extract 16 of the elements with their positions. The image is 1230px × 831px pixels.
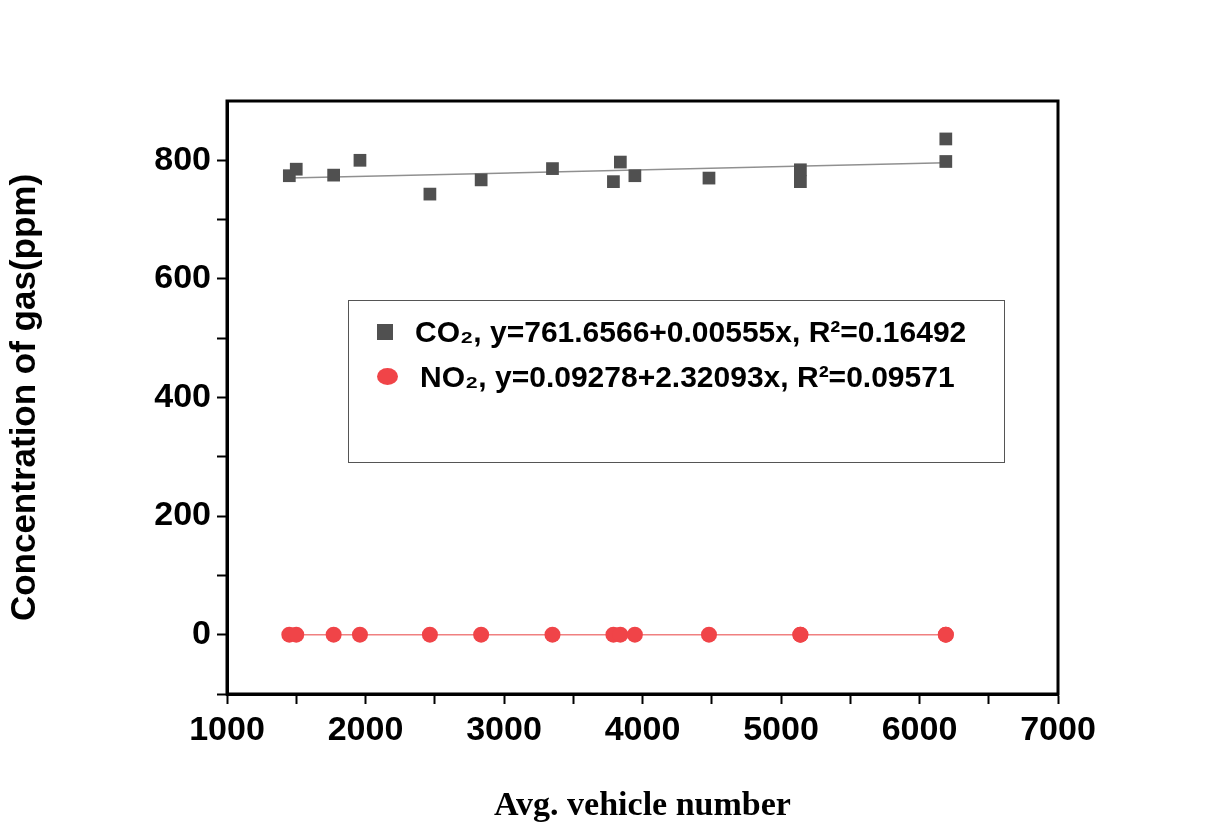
y-tick-label: 800 [154, 138, 211, 177]
y-tick-label: 200 [154, 494, 211, 533]
legend-label: CO₂, y=761.6566+0.00555x, R²=0.16492 [415, 314, 967, 349]
x-tick-label: 3000 [466, 708, 542, 747]
y-tick-label: 400 [154, 375, 211, 414]
y-axis-title: Concentration of gas(ppm) [2, 173, 42, 622]
legend-label: NO₂, y=0.09278+2.32093x, R²=0.09571 [420, 359, 955, 394]
x-tick-label: 2000 [327, 708, 404, 747]
y-tick-label: 0 [192, 613, 211, 652]
x-tick-label: 1000 [189, 708, 265, 747]
x-tick-label: 4000 [604, 708, 681, 747]
x-tick-label: 5000 [743, 708, 819, 747]
x-tick-label: 7000 [1020, 708, 1096, 747]
x-tick-label: 6000 [881, 708, 958, 747]
x-axis-title: Avg. vehicle number [494, 785, 791, 823]
y-tick-label: 600 [154, 257, 211, 296]
